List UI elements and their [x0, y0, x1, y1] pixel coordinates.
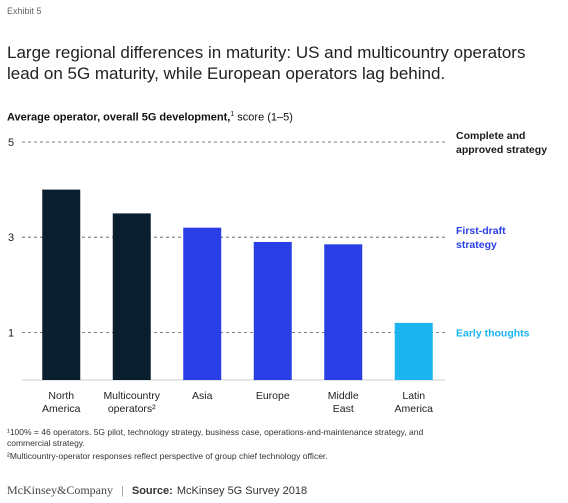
subtitle-rest: score (1–5) — [234, 111, 293, 124]
source-label: Source: — [131, 484, 173, 497]
source-text: McKinsey 5G Survey 2018 — [176, 484, 308, 497]
footer: McKinsey&Company | Source: McKinsey 5G S… — [7, 483, 307, 498]
x-tick-label: North — [48, 390, 74, 402]
bar — [324, 244, 363, 380]
mckinsey-logo: McKinsey&Company — [7, 483, 113, 497]
footnote-1: ¹100% = 46 operators. 5G pilot, technolo… — [7, 427, 547, 449]
bar — [112, 213, 151, 380]
bar — [183, 227, 222, 380]
y-tick-label: 5 — [8, 137, 14, 149]
reference-label: Complete and — [456, 130, 525, 142]
exhibit-label: Exhibit 5 — [7, 6, 42, 16]
x-tick-label: Multicountry — [103, 390, 160, 402]
x-tick-label: East — [333, 403, 354, 415]
reference-label: approved strategy — [456, 144, 547, 156]
x-tick-label: operators² — [108, 403, 156, 415]
subtitle-bold: Average operator, overall 5G development… — [7, 111, 231, 124]
reference-label: First-draft — [456, 225, 506, 237]
x-tick-label: Asia — [192, 390, 213, 402]
reference-label: Early thoughts — [456, 327, 530, 339]
title-line-1: Large regional differences in maturity: … — [7, 43, 526, 62]
bar — [394, 322, 433, 380]
footnote-1-line-2: commercial strategy. — [7, 438, 85, 448]
y-tick-label: 3 — [8, 232, 14, 244]
bar — [253, 241, 292, 380]
subtitle-footnote-marker: 1 — [230, 111, 235, 118]
chart-title: Large regional differences in maturity: … — [7, 42, 557, 84]
x-tick-label: Middle — [328, 390, 359, 402]
bar-chart: 5 Complete and approved strategy 3 First-dra… — [8, 130, 547, 415]
footer-separator: | — [121, 484, 124, 497]
y-tick-label: 1 — [8, 327, 14, 339]
x-tick-label: America — [394, 403, 433, 415]
x-tick-label: America — [42, 403, 81, 415]
x-tick-label: Europe — [256, 390, 290, 402]
x-tick-label: Latin — [402, 390, 425, 402]
reference-label: strategy — [456, 239, 497, 251]
footnote-2: ²Multicountry-operator responses reflect… — [7, 451, 328, 461]
title-line-2: lead on 5G maturity, while European oper… — [7, 64, 446, 83]
footnote-1-line-1: ¹100% = 46 operators. 5G pilot, technolo… — [7, 427, 424, 437]
bar — [42, 189, 81, 380]
chart-subtitle: Average operator, overall 5G development… — [7, 111, 293, 124]
